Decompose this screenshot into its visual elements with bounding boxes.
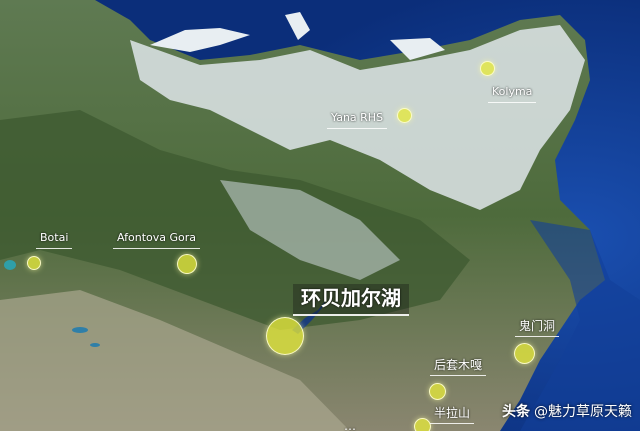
watermark: 头条 @魅力草原天籁 bbox=[502, 401, 632, 421]
site-label-bottom-partial: … bbox=[340, 418, 360, 431]
site-marker-lake-baikal[interactable] bbox=[266, 317, 304, 355]
watermark-author: @魅力草原天籁 bbox=[534, 404, 632, 420]
lake bbox=[90, 343, 100, 347]
site-label-yana-rhs: Yana RHS bbox=[327, 110, 388, 129]
site-label-kolyma: Kolyma bbox=[488, 84, 537, 103]
snow-patch bbox=[220, 180, 400, 280]
site-marker-afontova-gora[interactable] bbox=[177, 254, 197, 274]
site-label-devils-gate-cave: 鬼门洞 bbox=[515, 318, 560, 337]
arctic-island bbox=[285, 12, 310, 40]
site-marker-kolyma[interactable] bbox=[480, 61, 495, 76]
site-label-banlashan: 半拉山 bbox=[430, 405, 475, 424]
lake bbox=[4, 260, 16, 270]
site-marker-botai[interactable] bbox=[27, 256, 41, 270]
arctic-island bbox=[390, 38, 445, 60]
arctic-island bbox=[150, 28, 250, 52]
snow-cover bbox=[130, 25, 585, 210]
site-label-botai: Botai bbox=[36, 230, 73, 249]
site-marker-banlashan[interactable] bbox=[414, 418, 431, 431]
site-label-lake-baikal: 环贝加尔湖 bbox=[293, 284, 409, 316]
site-label-afontova-gora: Afontova Gora bbox=[113, 230, 201, 249]
site-marker-houtaomuga[interactable] bbox=[429, 383, 446, 400]
watermark-platform: 头条 bbox=[502, 404, 530, 420]
sea bbox=[520, 220, 640, 431]
site-label-houtaomuga: 后套木嘎 bbox=[430, 357, 487, 376]
steppe bbox=[0, 290, 350, 431]
lake bbox=[72, 327, 88, 333]
site-marker-devils-gate-cave[interactable] bbox=[514, 343, 535, 364]
site-marker-yana-rhs[interactable] bbox=[397, 108, 412, 123]
